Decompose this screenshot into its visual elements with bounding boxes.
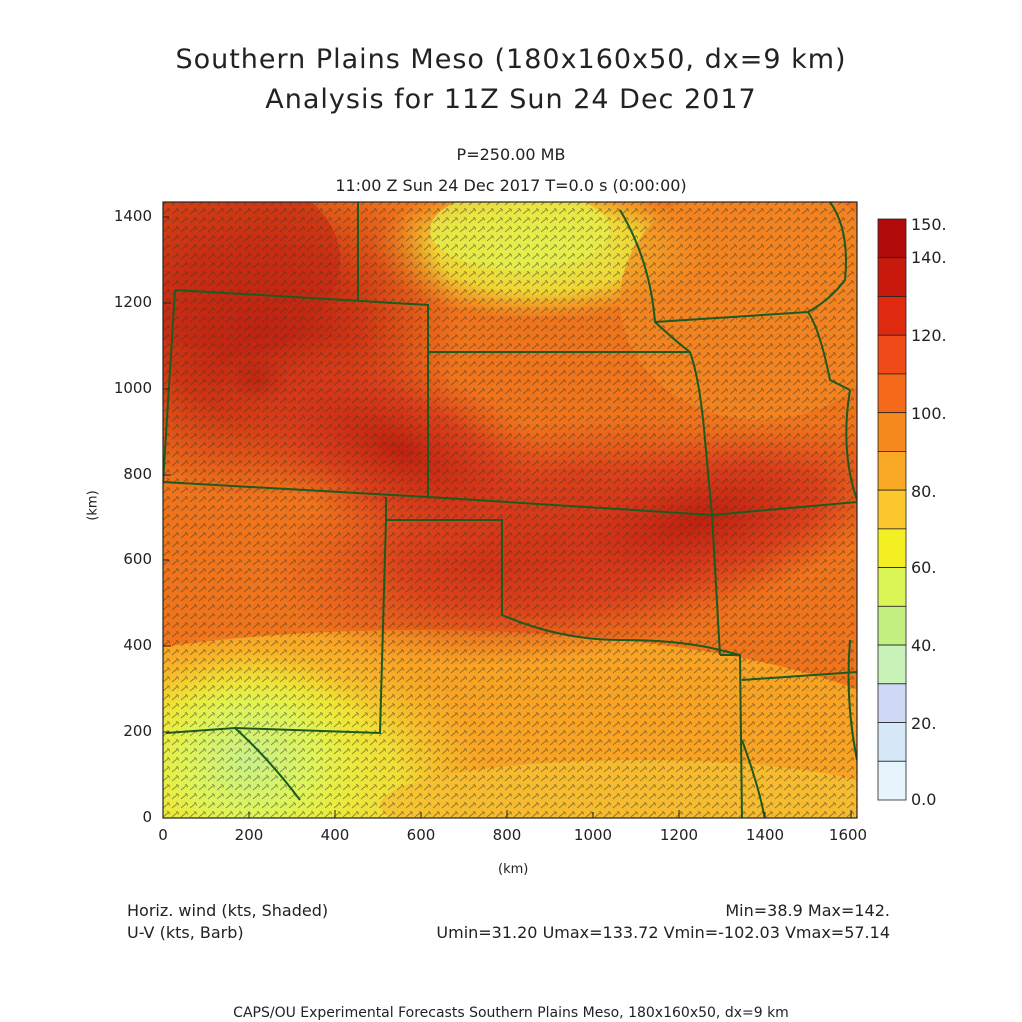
x-tick-label: 400 bbox=[320, 826, 350, 844]
x-tick-label: 800 bbox=[492, 826, 522, 844]
shaded-field bbox=[163, 202, 857, 818]
uv-stats: Umin=31.20 Umax=133.72 Vmin=-102.03 Vmax… bbox=[436, 923, 890, 942]
colorbar-swatch bbox=[877, 257, 907, 297]
x-tick-label: 200 bbox=[234, 826, 264, 844]
plot-frame bbox=[162, 201, 858, 819]
y-tick-label: 400 bbox=[123, 636, 152, 654]
x-tick-label: 600 bbox=[406, 826, 436, 844]
x-tick-label: 1000 bbox=[573, 826, 613, 844]
colorbar-swatch bbox=[877, 334, 907, 375]
x-tick-label: 1200 bbox=[659, 826, 699, 844]
state-borders bbox=[163, 202, 857, 818]
colorbar-label: 80. bbox=[911, 482, 937, 501]
valid-time: 11:00 Z Sun 24 Dec 2017 T=0.0 s (0:00:00… bbox=[335, 176, 687, 195]
colorbar-label: 100. bbox=[911, 404, 947, 423]
colorbar-label: 140. bbox=[911, 248, 947, 267]
barb-field-description: U-V (kts, Barb) bbox=[127, 923, 244, 942]
colorbar-swatch bbox=[877, 722, 907, 762]
colorbar-swatch bbox=[877, 412, 907, 452]
y-tick-label: 1200 bbox=[113, 293, 152, 311]
colorbar-swatch bbox=[877, 567, 907, 607]
x-axis-label: (km) bbox=[498, 862, 529, 877]
shaded-field-description: Horiz. wind (kts, Shaded) bbox=[127, 901, 329, 920]
colorbar-swatch bbox=[877, 528, 907, 568]
colorbar-label: 40. bbox=[911, 636, 937, 655]
colorbar-swatch bbox=[877, 218, 907, 259]
colorbar-swatch bbox=[877, 489, 907, 530]
min-max-stats: Min=38.9 Max=142. bbox=[725, 901, 890, 920]
colorbar-swatch bbox=[877, 683, 907, 723]
colorbar-swatch bbox=[877, 296, 907, 336]
y-tick-label: 0 bbox=[142, 808, 152, 826]
colorbar-swatch bbox=[877, 373, 907, 414]
colorbar-label: 20. bbox=[911, 714, 937, 733]
colorbar-label: 120. bbox=[911, 326, 947, 345]
colorbar-swatch bbox=[877, 644, 907, 685]
pressure-level: P=250.00 MB bbox=[456, 145, 566, 164]
y-axis-label: (km) bbox=[85, 490, 101, 521]
x-tick-label: 1600 bbox=[828, 826, 868, 844]
colorbar-label: 150. bbox=[911, 215, 947, 234]
colorbar-label: 60. bbox=[911, 558, 937, 577]
map-title: Southern Plains Meso (180x160x50, dx=9 k… bbox=[175, 44, 847, 75]
colorbar-swatch bbox=[877, 605, 907, 646]
colorbar bbox=[877, 218, 907, 801]
y-tick-label: 800 bbox=[123, 465, 152, 483]
tick-marks bbox=[162, 216, 852, 819]
colorbar-label: 0.0 bbox=[911, 790, 937, 809]
y-tick-label: 200 bbox=[123, 722, 152, 740]
map-subtitle: Analysis for 11Z Sun 24 Dec 2017 bbox=[265, 84, 757, 115]
x-tick-label: 0 bbox=[158, 826, 168, 844]
y-tick-label: 1400 bbox=[113, 207, 152, 225]
x-tick-label: 1400 bbox=[745, 826, 785, 844]
y-tick-label: 600 bbox=[123, 550, 152, 568]
footer-credit: CAPS/OU Experimental Forecasts Southern … bbox=[233, 1005, 789, 1021]
y-tick-label: 1000 bbox=[113, 379, 152, 397]
colorbar-swatch bbox=[877, 760, 907, 801]
colorbar-swatch bbox=[877, 450, 907, 491]
